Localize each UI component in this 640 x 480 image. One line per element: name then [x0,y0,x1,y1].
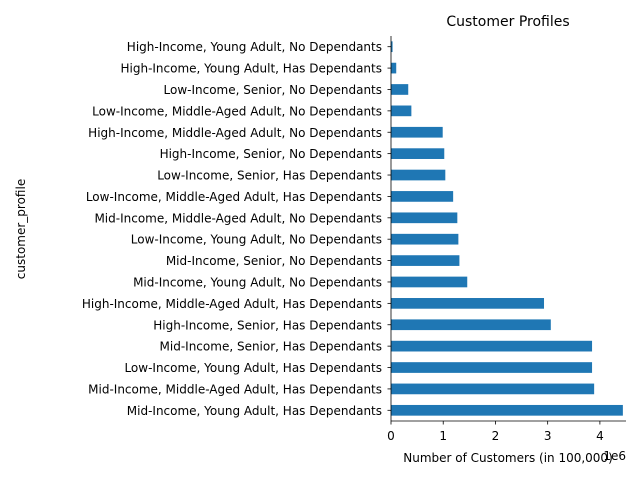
y-tick-label: Mid-Income, Young Adult, No Dependants [133,275,382,289]
y-tick-label: Mid-Income, Senior, Has Dependants [160,340,382,354]
x-tick-label: 2 [492,429,500,443]
bar [391,233,459,245]
y-tick-label: High-Income, Young Adult, Has Dependants [120,62,382,76]
bar [391,362,593,373]
x-ticks: 0 1 2 3 4 [387,421,604,443]
bar [391,191,454,202]
y-tick-label: Low-Income, Middle-Aged Adult, Has Depen… [86,190,382,204]
bar [391,169,446,181]
bar [391,62,397,74]
x-tick-label: 4 [596,429,604,443]
bar [391,126,443,138]
x-axis-offset-label: 1e6 [603,449,626,463]
bar [391,105,412,117]
y-tick-label: Low-Income, Senior, No Dependants [164,83,382,97]
y-tick-label: Low-Income, Young Adult, Has Dependants [124,361,382,375]
y-tick-label: Low-Income, Senior, Has Dependants [157,169,382,183]
bar [391,383,595,395]
y-tick-label: High-Income, Middle-Aged Adult, No Depen… [88,126,382,140]
y-tick-label: High-Income, Middle-Aged Adult, Has Depe… [82,297,382,311]
bars-layer [391,41,623,416]
y-tick-label: Mid-Income, Young Adult, Has Dependants [127,404,382,418]
x-tick-label: 1 [439,429,447,443]
bar [391,84,409,95]
y-axis-label: customer_profile [14,179,28,279]
y-tick-label: Mid-Income, Middle-Aged Adult, No Depend… [94,211,382,225]
y-tick-label: High-Income, Senior, Has Dependants [153,318,382,332]
x-axis-label: Number of Customers (in 100,000) [403,451,613,465]
bar [391,276,468,288]
x-tick-label: 0 [387,429,395,443]
bar [391,148,445,159]
x-tick-label: 3 [544,429,552,443]
bar [391,41,393,53]
bar [391,212,458,224]
y-tick-label: High-Income, Senior, No Dependants [160,147,382,161]
bar [391,404,623,416]
chart-title: Customer Profiles [446,14,569,30]
y-tick-label: Low-Income, Middle-Aged Adult, No Depend… [92,104,382,118]
y-tick-label: Low-Income, Young Adult, No Dependants [131,233,382,247]
y-tick-label: Mid-Income, Middle-Aged Adult, Has Depen… [88,382,382,396]
y-tick-label: Mid-Income, Senior, No Dependants [166,254,382,268]
bar [391,319,551,331]
bar [391,255,460,266]
bar [391,298,545,309]
y-tick-label: High-Income, Young Adult, No Dependants [127,40,382,54]
bar [391,340,593,352]
y-tick-labels: Mid-Income, Young Adult, Has Dependants M… [82,40,391,418]
